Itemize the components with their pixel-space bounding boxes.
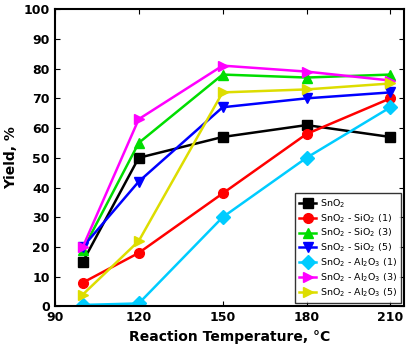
SnO$_2$: [220, 135, 225, 139]
SnO$_2$ - Al$_2$O$_3$ (3): [136, 117, 141, 121]
SnO$_2$ - SiO$_2$ (3): [220, 72, 225, 77]
SnO$_2$ - Al$_2$O$_3$ (1): [220, 215, 225, 219]
SnO$_2$ - SiO$_2$ (5): [220, 105, 225, 109]
SnO$_2$ - Al$_2$O$_3$ (5): [136, 239, 141, 243]
SnO$_2$ - Al$_2$O$_3$ (5): [388, 81, 393, 86]
SnO$_2$ - Al$_2$O$_3$ (5): [80, 292, 85, 296]
Line: SnO$_2$ - Al$_2$O$_3$ (5): SnO$_2$ - Al$_2$O$_3$ (5): [78, 79, 395, 299]
Line: SnO$_2$ - SiO$_2$ (5): SnO$_2$ - SiO$_2$ (5): [78, 88, 395, 252]
SnO$_2$ - SiO$_2$ (1): [136, 251, 141, 255]
SnO$_2$ - SiO$_2$ (3): [388, 72, 393, 77]
Line: SnO$_2$ - Al$_2$O$_3$ (3): SnO$_2$ - Al$_2$O$_3$ (3): [78, 61, 395, 252]
SnO$_2$ - Al$_2$O$_3$ (3): [304, 70, 309, 74]
SnO$_2$ - Al$_2$O$_3$ (1): [136, 301, 141, 306]
Legend: SnO$_2$, SnO$_2$ - SiO$_2$ (1), SnO$_2$ - SiO$_2$ (3), SnO$_2$ - SiO$_2$ (5), Sn: SnO$_2$, SnO$_2$ - SiO$_2$ (1), SnO$_2$ …: [295, 193, 400, 303]
SnO$_2$ - Al$_2$O$_3$ (1): [80, 303, 85, 307]
SnO$_2$ - SiO$_2$ (1): [220, 191, 225, 196]
SnO$_2$: [80, 260, 85, 264]
SnO$_2$ - SiO$_2$ (5): [80, 245, 85, 249]
SnO$_2$ - SiO$_2$ (3): [304, 76, 309, 80]
SnO$_2$ - Al$_2$O$_3$ (3): [388, 78, 393, 82]
Line: SnO$_2$: SnO$_2$: [78, 120, 395, 267]
Line: SnO$_2$ - SiO$_2$ (1): SnO$_2$ - SiO$_2$ (1): [78, 94, 395, 287]
Line: SnO$_2$ - SiO$_2$ (3): SnO$_2$ - SiO$_2$ (3): [78, 70, 395, 255]
SnO$_2$ - SiO$_2$ (5): [388, 90, 393, 95]
Line: SnO$_2$ - Al$_2$O$_3$ (1): SnO$_2$ - Al$_2$O$_3$ (1): [78, 102, 395, 310]
SnO$_2$ - SiO$_2$ (1): [304, 132, 309, 136]
SnO$_2$ - SiO$_2$ (5): [136, 180, 141, 184]
SnO$_2$: [136, 156, 141, 160]
SnO$_2$: [304, 123, 309, 127]
SnO$_2$ - Al$_2$O$_3$ (5): [304, 87, 309, 92]
SnO$_2$ - Al$_2$O$_3$ (3): [80, 245, 85, 249]
SnO$_2$ - SiO$_2$ (3): [80, 248, 85, 252]
X-axis label: Reaction Temperature, °C: Reaction Temperature, °C: [129, 330, 330, 344]
SnO$_2$: [388, 135, 393, 139]
SnO$_2$ - SiO$_2$ (5): [304, 96, 309, 101]
SnO$_2$ - SiO$_2$ (1): [388, 96, 393, 101]
SnO$_2$ - Al$_2$O$_3$ (1): [304, 156, 309, 160]
SnO$_2$ - SiO$_2$ (1): [80, 280, 85, 285]
SnO$_2$ - Al$_2$O$_3$ (1): [388, 105, 393, 109]
SnO$_2$ - Al$_2$O$_3$ (3): [220, 64, 225, 68]
SnO$_2$ - Al$_2$O$_3$ (5): [220, 90, 225, 95]
SnO$_2$ - SiO$_2$ (3): [136, 141, 141, 145]
Y-axis label: Yield, %: Yield, %: [4, 126, 18, 189]
